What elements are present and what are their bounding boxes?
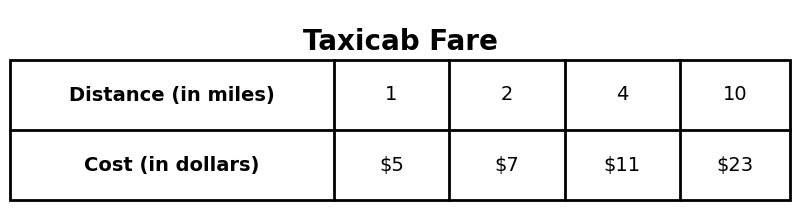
Text: $7: $7 [494,156,519,175]
Text: Cost (in dollars): Cost (in dollars) [84,156,259,175]
Text: $5: $5 [379,156,404,175]
Text: 1: 1 [386,85,398,104]
Text: Distance (in miles): Distance (in miles) [69,85,274,104]
Bar [10,60,790,200]
Text: 4: 4 [616,85,629,104]
Text: $11: $11 [604,156,641,175]
Text: 10: 10 [722,85,747,104]
Text: Taxicab Fare: Taxicab Fare [302,28,498,56]
Text: 2: 2 [501,85,513,104]
Text: $23: $23 [717,156,754,175]
